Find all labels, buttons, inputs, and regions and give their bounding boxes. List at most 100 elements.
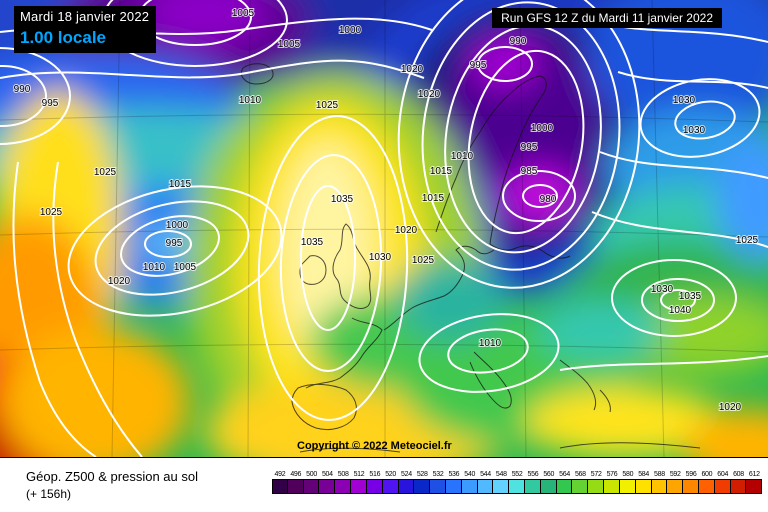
legend-step: 520 — [381, 470, 399, 494]
isobar-label: 995 — [470, 60, 487, 71]
isobar-label: 1025 — [316, 100, 339, 111]
legend-color-cell — [618, 479, 636, 494]
legend-step: 596 — [682, 470, 699, 494]
legend-step: 536 — [444, 470, 462, 494]
legend-value: 560 — [543, 471, 555, 478]
legend-value: 612 — [748, 471, 760, 478]
legend-value: 512 — [353, 471, 365, 478]
legend-color-cell — [650, 479, 668, 494]
isobar-label: 1005 — [174, 262, 197, 273]
legend-value: 496 — [290, 471, 302, 478]
isobar-label: 1010 — [451, 151, 474, 162]
legend-value: 596 — [685, 471, 697, 478]
isobar-label: 1015 — [169, 179, 192, 190]
legend-value: 608 — [733, 471, 744, 478]
legend-value: 580 — [622, 471, 634, 478]
legend-color-cell — [587, 479, 605, 494]
legend-step: 600 — [697, 470, 715, 494]
legend-value: 520 — [385, 471, 396, 478]
isobar-label: 1030 — [369, 252, 392, 263]
legend-color-cell — [365, 479, 383, 494]
weather-map: 1005 1000 1005 990 995 1020 1020 1030 1030 990 995… — [0, 0, 768, 457]
legend-step: 568 — [571, 470, 589, 494]
legend-color-cell — [318, 479, 336, 494]
isobar-label: 995 — [166, 238, 183, 249]
map-area: 1005 1000 1005 990 995 1020 1020 1030 1030 990 995… — [0, 0, 768, 457]
legend-value: 572 — [590, 471, 602, 478]
legend-color-cell — [381, 479, 399, 494]
legend-value: 524 — [401, 471, 412, 478]
legend-color-cell — [334, 479, 352, 494]
isobar-label: 1015 — [422, 193, 445, 204]
isobar-label: 990 — [14, 84, 31, 95]
isobar-label: 1020 — [401, 64, 424, 75]
isobar-label: 1005 — [278, 39, 301, 50]
legend-step: 540 — [460, 470, 478, 494]
date-overlay: Mardi 18 janvier 2022 1.00 locale — [14, 6, 157, 53]
isobar-label: 995 — [42, 98, 59, 109]
legend-step: 584 — [634, 470, 652, 494]
isobar-label: 1020 — [719, 402, 742, 413]
legend-color-cell — [524, 479, 541, 494]
legend-step: 496 — [286, 470, 304, 494]
legend-step: 580 — [618, 470, 636, 494]
legend-color-cell — [413, 479, 431, 494]
legend-step: 564 — [555, 470, 573, 494]
isobar-label: 1020 — [418, 89, 441, 100]
legend-step: 588 — [650, 470, 668, 494]
legend-step: 500 — [302, 470, 320, 494]
legend-step: 572 — [587, 470, 605, 494]
isobar-label: 1015 — [430, 166, 453, 177]
legend-value: 556 — [527, 471, 539, 478]
legend-step: 492 — [272, 470, 288, 494]
isobar-label: 990 — [510, 36, 527, 47]
legend-value: 492 — [274, 471, 286, 478]
legend-value: 604 — [717, 471, 729, 478]
isobar-label: 1010 — [239, 95, 262, 106]
legend-value: 592 — [669, 471, 681, 478]
legend-color-cell — [508, 479, 525, 494]
coastlines — [241, 63, 701, 453]
legend-value: 584 — [638, 471, 649, 478]
legend-value: 568 — [574, 471, 586, 478]
legend-color-cell — [350, 479, 367, 494]
legend-value: 532 — [432, 471, 444, 478]
isobar-label: 1025 — [736, 235, 759, 246]
legend-step: 576 — [603, 470, 620, 494]
isobar-label: 1010 — [143, 262, 166, 273]
legend-step: 612 — [745, 470, 763, 494]
legend-color-cell — [444, 479, 462, 494]
isobar-label: 995 — [521, 142, 538, 153]
legend-color-cell — [397, 479, 415, 494]
isobar-label: 1000 — [166, 220, 189, 231]
run-info: Run GFS 12 Z du Mardi 11 janvier 2022 — [492, 8, 722, 28]
legend-value: 508 — [337, 471, 349, 478]
legend-step: 524 — [397, 470, 415, 494]
legend-value: 516 — [369, 471, 381, 478]
legend-value: 552 — [511, 471, 523, 478]
caption: Géop. Z500 & pression au sol (+ 156h) — [0, 458, 272, 502]
isobar-label: 1030 — [651, 284, 674, 295]
legend-value: 540 — [464, 471, 476, 478]
legend-color-cell — [460, 479, 478, 494]
isobar-label: 1005 — [232, 8, 255, 19]
legend-step: 560 — [539, 470, 557, 494]
isobar-label: 980 — [540, 194, 557, 205]
isobar-label: 1040 — [669, 305, 692, 316]
legend-value: 548 — [495, 471, 507, 478]
legend-step: 512 — [350, 470, 367, 494]
legend-color-cell — [302, 479, 320, 494]
legend-color-cell — [729, 479, 747, 494]
isobar-label: 1000 — [339, 25, 362, 36]
forecast-hour: (+ 156h) — [26, 487, 72, 501]
legend-color-cell — [697, 479, 715, 494]
legend-value: 500 — [306, 471, 317, 478]
legend-step: 608 — [729, 470, 747, 494]
legend-step: 556 — [524, 470, 541, 494]
legend-step: 516 — [365, 470, 383, 494]
isobar-label: 1010 — [479, 338, 502, 349]
legend-color-cell — [682, 479, 699, 494]
legend-step: 592 — [666, 470, 684, 494]
map-date: Mardi 18 janvier 2022 — [20, 9, 150, 24]
